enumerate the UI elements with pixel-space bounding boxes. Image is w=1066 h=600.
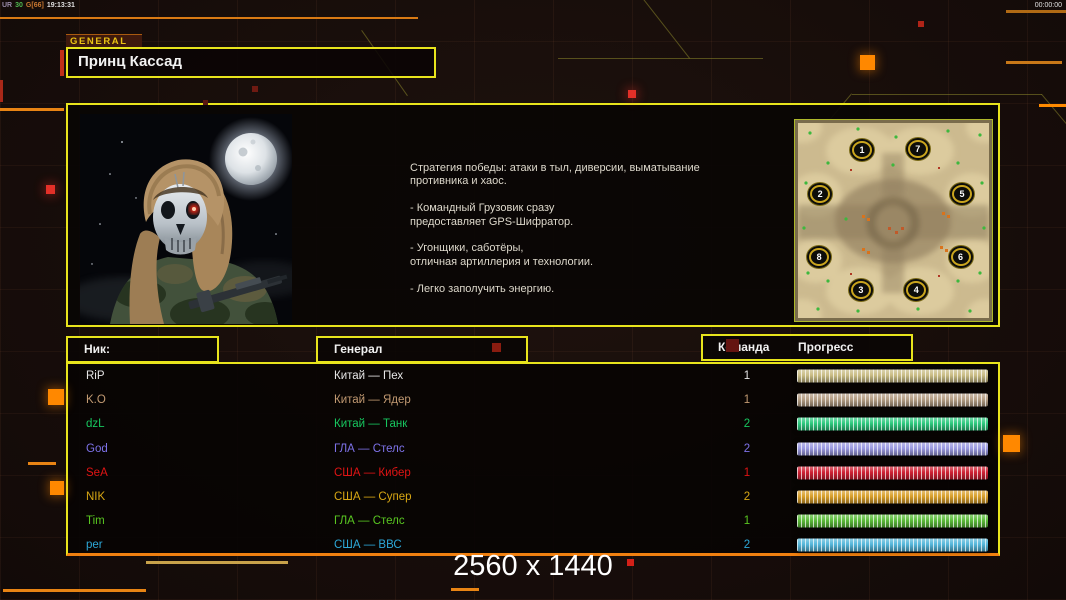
circuit-line — [852, 94, 1042, 95]
spawn-point: 4 — [906, 280, 927, 299]
player-row: NIK США — Супер 2 — [68, 485, 998, 509]
player-nick: NIK — [86, 491, 106, 504]
general-portrait — [65, 114, 310, 324]
player-general: США — Кибер — [334, 466, 411, 479]
decor-square — [48, 389, 64, 405]
decor-square — [50, 481, 64, 495]
player-general: ГЛА — Стелс — [334, 442, 405, 455]
spawn-point: 3 — [850, 280, 871, 299]
decor-square — [203, 100, 208, 105]
decor-dash — [451, 588, 479, 591]
player-team: 2 — [743, 539, 751, 552]
debug-overlay: UR 30 G[66] 19:13:31 — [2, 2, 78, 9]
spawn-point: 7 — [907, 140, 928, 159]
player-team: 1 — [743, 370, 751, 383]
player-general: ГЛА — Стелс — [334, 515, 405, 528]
decor-dash — [3, 589, 146, 592]
player-nick: dzL — [86, 418, 105, 431]
spawn-point: 6 — [950, 248, 971, 267]
player-nick: per — [86, 539, 103, 552]
player-row: dzL Китай — Танк 2 — [68, 412, 998, 436]
player-nick: K.O — [86, 394, 106, 407]
circuit-line — [1041, 94, 1066, 126]
player-team: 1 — [743, 394, 751, 407]
portrait-art — [65, 114, 310, 324]
header-progress-label: Прогресс — [798, 340, 854, 354]
decor-dash — [1039, 104, 1066, 107]
players-panel: RiP Китай — Пех 1 K.O Китай — Ядер 1 dzL Китай … — [66, 362, 1000, 556]
decor-dash — [0, 108, 64, 111]
player-row: per США — ВВС 2 — [68, 533, 998, 557]
player-general: США — ВВС — [334, 539, 402, 552]
player-progress-bar — [797, 466, 988, 480]
debug-segment: 30 — [15, 2, 23, 9]
general-info-panel: Стратегия победы: атаки в тыл, диверсии,… — [65, 103, 1006, 331]
decor-square — [252, 86, 258, 92]
decor-square — [1003, 435, 1020, 452]
decor-dash — [28, 462, 56, 465]
decor-square — [860, 55, 875, 70]
strategy-briefing: Стратегия победы: атаки в тыл, диверсии,… — [410, 162, 700, 295]
decor-square — [918, 21, 924, 27]
player-row: God ГЛА — Стелс 2 — [68, 437, 998, 461]
player-team: 1 — [743, 515, 751, 528]
decor-dash — [0, 17, 418, 19]
spawn-point: 2 — [810, 185, 831, 204]
header-general-label: Генерал — [334, 342, 383, 356]
player-nick: SeA — [86, 466, 108, 479]
player-general: США — Супер — [334, 491, 412, 504]
player-nick: Tim — [86, 515, 105, 528]
resolution-label: 2560 x 1440 — [453, 550, 613, 582]
player-progress-bar — [797, 442, 988, 456]
decor-square — [627, 559, 634, 566]
general-title-box: Принц Кассад — [66, 47, 436, 78]
player-team: 1 — [743, 466, 751, 479]
player-row: RiP Китай — Пех 1 — [68, 364, 998, 388]
general-name: Принц Кассад — [78, 53, 183, 70]
player-progress-bar — [797, 514, 988, 528]
player-progress-bar — [797, 393, 988, 407]
decor-dash — [0, 80, 3, 102]
player-team: 2 — [743, 491, 751, 504]
player-row: Tim ГЛА — Стелс 1 — [68, 509, 998, 533]
player-nick: RiP — [86, 370, 105, 383]
decor-square — [492, 343, 501, 352]
decor-dash — [60, 50, 64, 76]
decor-dash — [1006, 61, 1062, 64]
decor-square — [628, 90, 636, 98]
player-progress-bar — [797, 490, 988, 504]
player-progress-bar — [797, 538, 988, 552]
debug-segment: 19:13:31 — [46, 2, 75, 9]
decor-dash — [146, 561, 288, 564]
spawn-point: 8 — [809, 248, 830, 267]
debug-segment: UR — [2, 2, 13, 9]
player-rows: RiP Китай — Пех 1 K.O Китай — Ядер 1 dzL Китай … — [68, 364, 998, 558]
spawn-layer: 1 7 2 5 8 6 3 4 — [798, 123, 989, 318]
circuit-line — [558, 58, 763, 59]
player-general: Китай — Пех — [334, 370, 404, 383]
map-preview: 1 7 2 5 8 6 3 4 — [782, 111, 1006, 331]
spawn-point: 5 — [952, 185, 973, 204]
faction-tab: GENERAL — [66, 34, 142, 48]
player-row: K.O Китай — Ядер 1 — [68, 388, 998, 412]
player-general: Китай — Танк — [334, 418, 408, 431]
spawn-point: 1 — [851, 140, 872, 159]
player-progress-bar — [797, 369, 988, 383]
player-row: SeA США — Кибер 1 — [68, 461, 998, 485]
player-progress-bar — [797, 417, 988, 431]
decor-dash — [1006, 10, 1066, 13]
header-nick-label: Ник: — [84, 342, 111, 356]
player-nick: God — [86, 442, 108, 455]
circuit-line — [641, 0, 690, 59]
decor-square — [46, 185, 55, 194]
debug-segment: G[66] — [25, 2, 44, 9]
player-team: 2 — [743, 418, 751, 431]
decor-square — [726, 339, 739, 352]
player-general: Китай — Ядер — [334, 394, 411, 407]
match-timer: 00:00:00 — [1034, 2, 1062, 9]
header-nick: Ник: — [66, 336, 219, 363]
player-team: 2 — [743, 442, 751, 455]
